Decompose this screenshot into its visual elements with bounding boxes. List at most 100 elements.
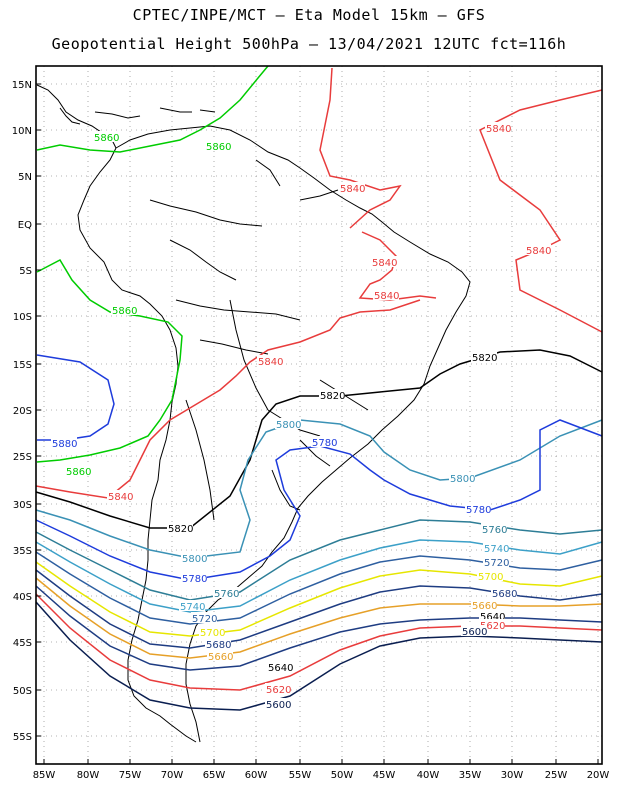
contour-label: 5760 — [482, 525, 507, 536]
contour-label-bg — [107, 490, 133, 501]
contour-label: 5880 — [52, 439, 77, 450]
contour-label: 5860 — [66, 467, 91, 478]
lon-tick-label: 45W — [373, 770, 396, 781]
contour-label-bg — [191, 612, 217, 623]
contour-label: 5840 — [486, 124, 511, 135]
contour-label-bg — [371, 256, 397, 267]
contour-5660 — [35, 577, 603, 659]
contour-label-bg — [491, 587, 517, 598]
lat-tick-label: 10S — [13, 312, 32, 323]
contour-label-bg — [93, 131, 119, 142]
map-frame — [35, 65, 603, 765]
contour-label: 5840 — [374, 291, 399, 302]
contour-label: 5800 — [276, 420, 301, 431]
contour-label: 5660 — [472, 601, 497, 612]
contour-5740 — [35, 539, 603, 613]
contour-label: 5780 — [466, 505, 491, 516]
contour-label-bg — [479, 610, 505, 621]
contour-label-bg — [483, 556, 509, 567]
map-subtitle: Geopotential Height 500hPa – 13/04/2021 … — [51, 35, 567, 53]
contour-label: 5720 — [484, 558, 509, 569]
lon-tick-label: 50W — [331, 770, 354, 781]
contour-5780 — [36, 354, 115, 441]
contour-label-bg — [257, 355, 283, 366]
contour-label: 5840 — [108, 492, 133, 503]
lat-lon-grid — [36, 66, 602, 764]
lat-tick-label: 5N — [18, 172, 32, 183]
longitude-axis: 85W 80W 75W 70W 65W 60W 55W 50W 45W 40W 35W 30W 25W 2… — [33, 759, 610, 781]
coastlines — [36, 84, 471, 743]
contour-5840 — [479, 89, 603, 333]
contour-label: 5700 — [200, 628, 225, 639]
lon-tick-label: 65W — [203, 770, 226, 781]
lon-tick-label: 35W — [459, 770, 482, 781]
contour-label: 5600 — [266, 700, 291, 711]
contour-label: 5820 — [168, 524, 193, 535]
contour-label-bg — [275, 418, 301, 429]
contour-5620 — [35, 593, 603, 691]
contour-label: 5840 — [258, 357, 283, 368]
contour-label-bg — [167, 522, 193, 533]
lat-tick-label: 5S — [19, 266, 32, 277]
contour-label-bg — [481, 523, 507, 534]
contour-label-bg — [205, 638, 231, 649]
latitude-axis: 15N 10N 5N EQ 5S 10S 15S 20S 25S 30S 35S 40S 45S 50S 5… — [12, 80, 41, 743]
lat-tick-label: 15S — [13, 360, 32, 371]
contour-label-bg — [465, 503, 491, 514]
contour-label: 5620 — [480, 621, 505, 632]
contour-label-bg — [471, 351, 497, 362]
contour-label: 5640 — [268, 663, 293, 674]
contour-label: 5840 — [372, 258, 397, 269]
contour-label-bg — [311, 436, 337, 447]
lat-tick-label: 45S — [13, 638, 32, 649]
contour-label-bg — [199, 626, 225, 637]
contour-label-bg — [525, 244, 551, 255]
contour-label-bg — [449, 472, 475, 483]
contour-label: 5780 — [312, 438, 337, 449]
contour-label: 5740 — [484, 544, 509, 555]
contour-label-bg — [479, 619, 505, 630]
contour-5820 — [35, 349, 603, 529]
contour-label-bg — [471, 599, 497, 610]
lat-tick-label: 30S — [13, 500, 32, 511]
contour-label-bg — [265, 683, 291, 694]
lon-tick-label: 40W — [417, 770, 440, 781]
contour-label: 5840 — [340, 184, 365, 195]
lat-tick-label: EQ — [18, 220, 32, 231]
lat-tick-label: 10N — [12, 126, 32, 137]
contour-label: 5700 — [478, 572, 503, 583]
contour-label-bg — [267, 661, 293, 672]
contour-label: 5680 — [206, 640, 231, 651]
contour-label: 5680 — [492, 589, 517, 600]
contour-5640 — [35, 585, 603, 671]
contour-label-bg — [265, 698, 291, 709]
lon-tick-label: 85W — [33, 770, 56, 781]
contour-label: 5640 — [480, 612, 505, 623]
contour-5860 — [36, 259, 183, 463]
geopotential-contours — [35, 65, 603, 711]
contour-label: 5860 — [94, 133, 119, 144]
contour-5840 — [35, 299, 421, 499]
contour-5840 — [319, 67, 402, 229]
contour-label-bg — [207, 650, 233, 661]
contour-label: 5660 — [208, 652, 233, 663]
contour-label-bg — [319, 389, 345, 400]
contour-label: 5740 — [180, 602, 205, 613]
contour-label: 5840 — [526, 246, 551, 257]
contour-5760 — [35, 519, 603, 601]
contour-label: 5720 — [192, 614, 217, 625]
contour-label: 5780 — [182, 574, 207, 585]
contour-label: 5820 — [472, 353, 497, 364]
contour-5860 — [36, 65, 269, 153]
lon-tick-label: 75W — [119, 770, 142, 781]
lat-tick-label: 55S — [13, 732, 32, 743]
lat-tick-label: 20S — [13, 406, 32, 417]
lon-tick-label: 30W — [501, 770, 524, 781]
contour-label-bg — [205, 140, 231, 151]
contour-5700 — [35, 561, 603, 637]
lat-tick-label: 15N — [12, 80, 32, 91]
lon-tick-label: 20W — [587, 770, 610, 781]
contour-label: 5800 — [182, 554, 207, 565]
contour-label-bg — [51, 437, 77, 448]
contour-label-bg — [373, 289, 399, 300]
